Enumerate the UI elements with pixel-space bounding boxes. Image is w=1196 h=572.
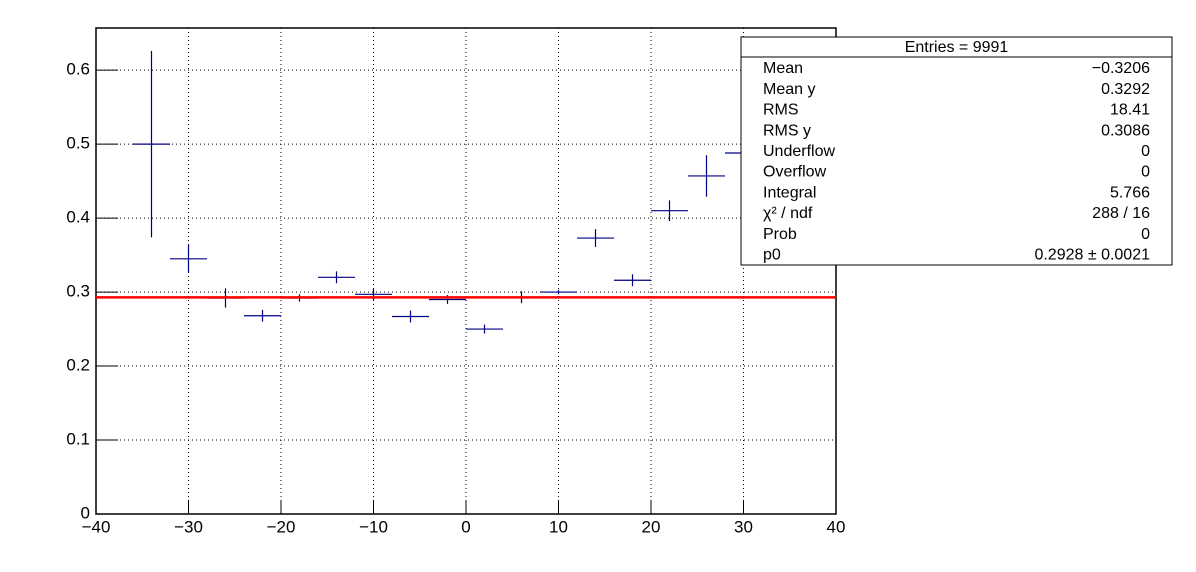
- stats-label: RMS y: [763, 122, 811, 139]
- stats-label: p0: [763, 247, 781, 264]
- x-tick-label: −20: [267, 517, 296, 536]
- y-tick-label: 0.6: [66, 60, 90, 79]
- stats-box: [740, 36, 1173, 266]
- stats-value: 288 / 16: [1092, 205, 1150, 222]
- stats-label: Underflow: [763, 143, 835, 160]
- stats-title: Entries = 9991: [905, 39, 1009, 56]
- stats-label: RMS: [763, 102, 799, 119]
- x-tick-label: 10: [549, 517, 568, 536]
- stats-value: 0: [1141, 164, 1150, 181]
- stats-value: 18.41: [1110, 102, 1150, 119]
- x-tick-label: −40: [82, 517, 111, 536]
- stats-value: 0.3292: [1101, 81, 1150, 98]
- y-tick-label: 0.4: [66, 208, 90, 227]
- y-tick-label: 0.3: [66, 282, 90, 301]
- stats-label: Mean y: [763, 81, 815, 98]
- stats-value: 0.2928 ± 0.0021: [1034, 247, 1150, 264]
- stats-value: −0.3206: [1092, 60, 1150, 77]
- stats-label: Overflow: [763, 164, 827, 181]
- stats-value: 5.766: [1110, 184, 1150, 201]
- x-tick-label: 20: [642, 517, 661, 536]
- y-tick-label: 0.2: [66, 356, 90, 375]
- stats-value: 0.3086: [1101, 122, 1150, 139]
- stats-label: Prob: [763, 226, 797, 243]
- y-tick-label: 0.5: [66, 134, 90, 153]
- x-tick-label: 0: [461, 517, 470, 536]
- stats-label: χ² / ndf: [763, 205, 813, 222]
- y-tick-label: 0.1: [66, 430, 90, 449]
- x-tick-label: −30: [174, 517, 203, 536]
- x-tick-label: −10: [359, 517, 388, 536]
- stats-label: Integral: [763, 184, 816, 201]
- stats-label: Mean: [763, 60, 803, 77]
- stats-value: 0: [1141, 226, 1150, 243]
- y-tick-label: 0: [81, 503, 90, 522]
- x-tick-label: 30: [734, 517, 753, 536]
- x-tick-label: 40: [827, 517, 846, 536]
- stats-value: 0: [1141, 143, 1150, 160]
- plot-frame: [95, 27, 837, 515]
